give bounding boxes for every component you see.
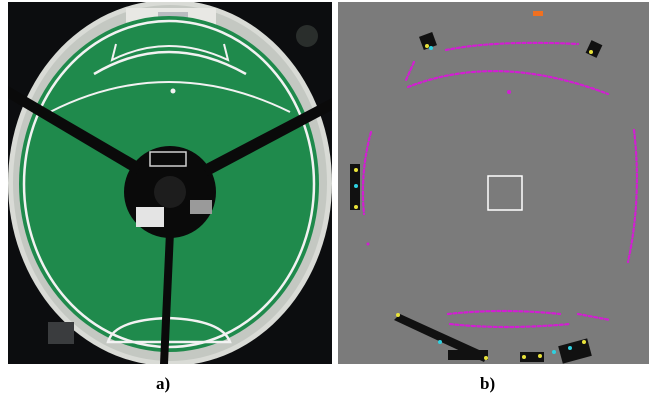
- robot-object: [48, 322, 74, 344]
- field-border-line: [22, 19, 316, 349]
- marker-yellow: [425, 44, 429, 48]
- mirror-reflection-light: [136, 207, 164, 227]
- detected-obstacles: [350, 32, 603, 364]
- line-point: [507, 90, 511, 94]
- detection-map: [338, 2, 649, 364]
- marker-yellow: [354, 205, 358, 209]
- line-points-top-left: [404, 60, 416, 82]
- detection-map-drawing: [338, 2, 649, 364]
- line-points-bottom-goal: [448, 322, 572, 329]
- detected-line-points: [361, 41, 638, 329]
- obstacle-bottom-center: [448, 350, 488, 360]
- line-points-top-goal: [444, 41, 580, 52]
- detected-markers: [354, 44, 593, 360]
- robot-position-box: [487, 175, 523, 211]
- top-field-line: [49, 81, 291, 113]
- corner-object: [296, 25, 318, 47]
- marker-cyan: [552, 350, 556, 354]
- top-goal-area-line: [110, 43, 230, 62]
- line-points-bottom-right: [576, 312, 612, 322]
- camera-image-drawing: [8, 2, 332, 364]
- marker-cyan: [568, 346, 572, 350]
- line-point: [366, 242, 370, 246]
- marker-yellow: [396, 313, 400, 317]
- line-points-bottom-arc: [446, 309, 562, 316]
- mirror-lens: [154, 176, 186, 208]
- obstacle-top-left: [419, 32, 437, 50]
- map-background: [338, 2, 649, 364]
- caption-panel-a: a): [156, 374, 171, 393]
- top-penalty-line: [93, 50, 247, 76]
- marker-yellow: [354, 168, 358, 172]
- marker-yellow: [522, 355, 526, 359]
- penalty-spot: [170, 88, 176, 94]
- marker-cyan: [438, 340, 442, 344]
- ball-detection: [533, 11, 543, 16]
- mirror-support-bottom: [160, 232, 174, 364]
- mirror-support-right: [202, 98, 332, 176]
- mirror-reflection-object: [190, 200, 212, 214]
- marker-yellow: [582, 340, 586, 344]
- marker-yellow: [538, 354, 542, 358]
- marker-cyan: [354, 184, 358, 188]
- line-points-right: [626, 128, 638, 264]
- caption-panel-b: b): [480, 374, 496, 393]
- marker-yellow: [589, 50, 593, 54]
- obstacle-bottom-right-1: [520, 352, 544, 362]
- mirror-support-left: [8, 86, 142, 174]
- marker-cyan: [429, 46, 433, 50]
- obstacle-bottom-right-2: [558, 338, 592, 364]
- line-points-top-arc: [406, 70, 610, 96]
- marker-yellow: [484, 356, 488, 360]
- line-points-left: [361, 130, 373, 216]
- omnidirectional-camera-image: [8, 2, 332, 364]
- mirror-reflection-frame: [149, 151, 187, 167]
